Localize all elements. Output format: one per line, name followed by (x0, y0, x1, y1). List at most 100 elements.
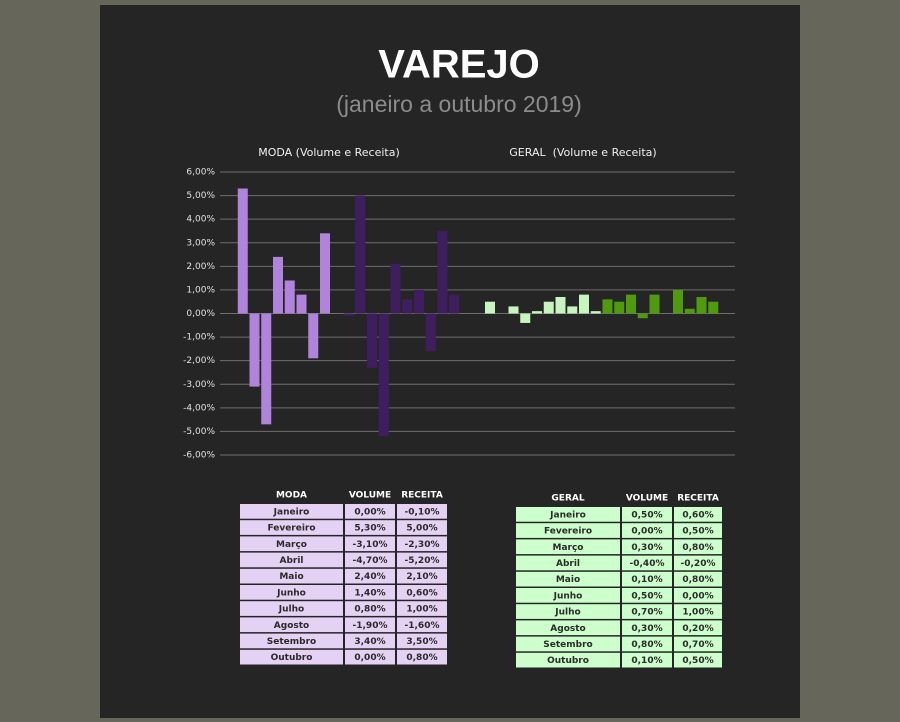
table-cell-text: 1,00% (682, 608, 713, 618)
table-cell-text: 5,30% (354, 524, 385, 534)
chart-title: MODA (Volume e Receita) (258, 146, 400, 159)
table-cell-text: Maio (279, 572, 303, 582)
table-cell (674, 539, 722, 555)
y-tick-label: 0,00% (186, 309, 215, 319)
table-cell (674, 571, 722, 587)
table-cell (240, 536, 343, 552)
bar (237, 188, 248, 314)
table-cell (397, 568, 447, 584)
table-cell (674, 620, 722, 636)
table-header: RECEITA (677, 494, 719, 504)
table-cell-text: 1,40% (354, 588, 385, 598)
bar (320, 233, 330, 314)
bar (355, 195, 366, 314)
table-cell (397, 649, 447, 665)
table-cell (240, 520, 343, 535)
bar (673, 289, 683, 314)
bar (437, 230, 448, 314)
table-cell-text: -5,20% (405, 556, 440, 566)
bar (708, 301, 719, 314)
table-cell (240, 633, 343, 649)
table-cell-text: -3,10% (353, 540, 388, 550)
subtitle: (janeiro a outubro 2019) (336, 91, 582, 117)
table-cell-text: 3,50% (406, 637, 437, 647)
table-cell-text: 0,80% (682, 575, 713, 585)
table-cell-text: -2,30% (405, 540, 440, 550)
table-cell-text: Março (276, 540, 307, 550)
bar (520, 313, 531, 323)
table-cell (674, 523, 722, 538)
table-cell-text: 0,60% (406, 588, 437, 598)
y-tick-label: -4,00% (183, 403, 215, 413)
table-cell (240, 649, 343, 665)
table-cell-text: Setembro (543, 640, 592, 650)
bar (284, 280, 295, 314)
table-cell-text: Junho (553, 591, 583, 601)
bar (308, 313, 319, 359)
table-cell-text: -1,60% (405, 621, 440, 631)
y-tick-label: -5,00% (183, 427, 215, 437)
table-cell (516, 652, 620, 668)
y-tick-label: -6,00% (183, 451, 215, 461)
table-cell (516, 523, 620, 538)
table-header: MODA (276, 491, 307, 501)
table-cell-text: 0,80% (682, 543, 713, 553)
table-cell (622, 636, 672, 652)
bar (649, 294, 660, 314)
bar (378, 313, 389, 437)
table-cell-text: 2,10% (406, 572, 437, 582)
table-cell-text: Agosto (550, 624, 585, 634)
bar (696, 296, 707, 314)
table-cell (516, 604, 620, 619)
table-cell (345, 568, 395, 584)
y-tick-label: -2,00% (183, 356, 215, 366)
table-cell-text: Fevereiro (544, 527, 592, 537)
table-cell-text: 0,10% (631, 656, 662, 666)
bar (261, 313, 272, 425)
table-cell (345, 520, 395, 535)
table-cell (516, 507, 620, 522)
table-cell (674, 652, 722, 668)
table-cell-text: Abril (556, 559, 580, 569)
table-cell (240, 601, 343, 616)
y-tick-label: -1,00% (183, 333, 215, 343)
table-cell-text: Janeiro (273, 507, 310, 517)
table-cell-text: Junho (276, 588, 306, 598)
y-tick-label: 1,00% (186, 285, 215, 295)
bar (637, 313, 648, 319)
bar (390, 263, 401, 314)
table-cell-text: 0,80% (354, 605, 385, 615)
table-cell (622, 523, 672, 538)
y-tick-label: 4,00% (186, 215, 215, 225)
table-cell-text: 1,00% (406, 605, 437, 615)
table-cell-text: Outubro (547, 656, 589, 666)
table-cell-text: -4,70% (353, 556, 388, 566)
table-cell (397, 552, 447, 568)
table-cell-text: Setembro (267, 637, 316, 647)
table-cell-text: Fevereiro (267, 524, 315, 534)
table-cell-text: 5,00% (406, 524, 437, 534)
table-cell-text: 0,00% (631, 527, 662, 537)
table-cell (240, 552, 343, 568)
table-cell (516, 555, 620, 571)
title: VAREJO (378, 43, 540, 87)
bar (614, 301, 625, 314)
table-cell-text: 2,40% (354, 572, 385, 582)
table-cell (397, 633, 447, 649)
table-header: GERAL (551, 494, 584, 504)
table-cell-text: 0,80% (406, 653, 437, 663)
table-cell (397, 617, 447, 633)
table-cell-text: 0,80% (631, 640, 662, 650)
table-cell-text: Julho (278, 605, 304, 615)
table-cell-text: Março (553, 543, 584, 553)
bar (684, 308, 695, 314)
table-cell-text: 0,50% (631, 591, 662, 601)
bar (249, 313, 260, 387)
bar (543, 301, 554, 314)
bar (485, 301, 495, 314)
table-cell (622, 555, 672, 571)
table-cell-text: Abril (279, 556, 303, 566)
bar (367, 313, 377, 368)
table-cell-text: Julho (554, 608, 580, 618)
table-cell-text: -0,40% (630, 559, 665, 569)
